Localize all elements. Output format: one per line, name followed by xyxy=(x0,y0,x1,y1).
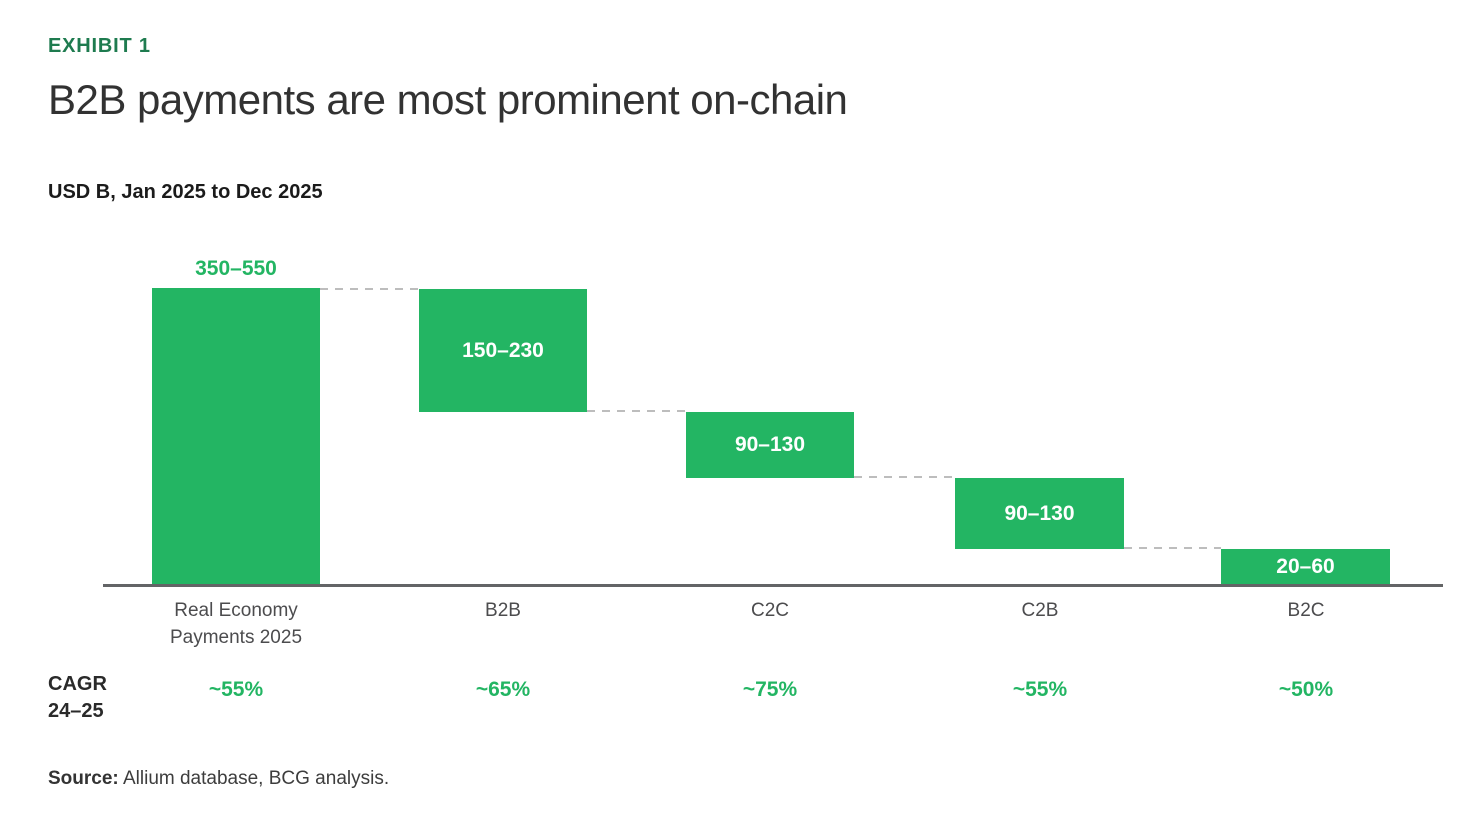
exhibit-label: EXHIBIT 1 xyxy=(48,35,151,57)
cagr-value-c2c: ~75% xyxy=(742,678,798,701)
source-note: Source: Allium database, BCG analysis. xyxy=(48,768,389,790)
waterfall-bar-c2c: 90–130 xyxy=(686,412,854,478)
cagr-row-label: CAGR 24–25 xyxy=(48,671,148,725)
source-text: Allium database, BCG analysis. xyxy=(122,768,390,789)
x-axis-label-c2c: C2C xyxy=(750,600,789,621)
page-title: B2B payments are most prominent on-chain xyxy=(48,76,848,123)
x-axis-label-real-economy: Real Economy Payments 2025 xyxy=(169,600,303,648)
cagr-value-b2b: ~65% xyxy=(475,678,531,701)
x-axis-label-c2b: C2B xyxy=(1021,600,1059,621)
cagr-row-label-line2: 24–25 xyxy=(48,700,104,722)
bar-value-label: 20–60 xyxy=(1276,554,1335,578)
x-axis-label-b2c: B2C xyxy=(1287,600,1325,621)
waterfall-bar-c2b: 90–130 xyxy=(955,478,1124,549)
bar-value-label: 150–230 xyxy=(462,338,544,362)
bar-value-label-total: 350–550 xyxy=(195,257,277,280)
waterfall-bar-b2b: 150–230 xyxy=(419,289,587,412)
waterfall-bar-b2c: 20–60 xyxy=(1221,549,1390,584)
bar-value-label: 90–130 xyxy=(734,433,806,456)
cagr-value-c2b: ~55% xyxy=(1012,678,1068,701)
chart-unit-label: USD B, Jan 2025 to Dec 2025 xyxy=(48,181,323,203)
source-label: Source: xyxy=(48,768,119,789)
x-axis-line xyxy=(103,584,1443,587)
waterfall-bar-real-economy xyxy=(152,288,320,584)
cagr-value-b2c: ~50% xyxy=(1278,678,1334,701)
waterfall-connector xyxy=(587,410,686,412)
x-axis-label-b2b: B2B xyxy=(485,600,521,621)
cagr-value-real-economy: ~55% xyxy=(208,678,264,701)
bar-value-label: 90–130 xyxy=(1004,501,1075,525)
waterfall-connector xyxy=(854,476,955,478)
cagr-row-label-line1: CAGR xyxy=(48,673,107,695)
waterfall-connector xyxy=(1124,547,1221,549)
waterfall-connector xyxy=(320,288,419,290)
